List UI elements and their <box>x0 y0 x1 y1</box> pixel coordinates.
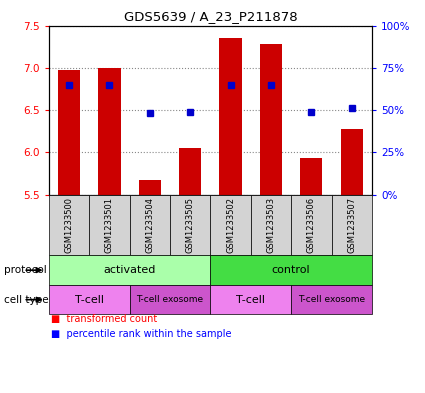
Bar <box>98 68 121 195</box>
Bar <box>49 195 89 255</box>
Bar <box>210 255 372 285</box>
Bar <box>251 195 291 255</box>
Bar <box>179 148 201 195</box>
Text: ■  percentile rank within the sample: ■ percentile rank within the sample <box>51 329 232 339</box>
Text: GSM1233503: GSM1233503 <box>266 197 275 253</box>
Bar <box>210 195 251 255</box>
Text: T-cell exosome: T-cell exosome <box>298 295 365 304</box>
Text: cell type: cell type <box>4 295 49 305</box>
Text: GSM1233501: GSM1233501 <box>105 197 114 253</box>
Bar <box>170 195 210 255</box>
Bar <box>130 285 210 314</box>
Bar <box>340 129 363 195</box>
Bar <box>332 195 372 255</box>
Text: GSM1233504: GSM1233504 <box>145 197 154 253</box>
Bar <box>130 195 170 255</box>
Bar <box>58 70 80 195</box>
Text: ■  transformed count: ■ transformed count <box>51 314 157 324</box>
Text: T-cell: T-cell <box>75 295 104 305</box>
Bar <box>260 44 282 195</box>
Title: GDS5639 / A_23_P211878: GDS5639 / A_23_P211878 <box>124 10 297 23</box>
Bar <box>300 158 323 195</box>
Bar <box>291 195 332 255</box>
Bar <box>49 255 210 285</box>
Bar <box>49 285 130 314</box>
Text: activated: activated <box>103 265 156 275</box>
Text: control: control <box>272 265 310 275</box>
Text: GSM1233507: GSM1233507 <box>347 197 356 253</box>
Text: GSM1233500: GSM1233500 <box>65 197 74 253</box>
Bar <box>139 180 161 195</box>
Text: GSM1233505: GSM1233505 <box>186 197 195 253</box>
Text: GSM1233506: GSM1233506 <box>307 197 316 253</box>
Text: T-cell exosome: T-cell exosome <box>136 295 204 304</box>
Bar <box>219 38 242 195</box>
Bar <box>210 285 291 314</box>
Bar <box>291 285 372 314</box>
Bar <box>89 195 130 255</box>
Text: GSM1233502: GSM1233502 <box>226 197 235 253</box>
Text: protocol: protocol <box>4 265 47 275</box>
Text: T-cell: T-cell <box>236 295 265 305</box>
